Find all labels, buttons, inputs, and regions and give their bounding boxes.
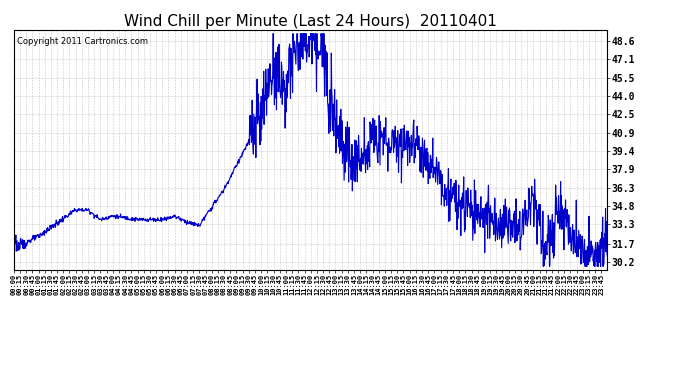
Text: Copyright 2011 Cartronics.com: Copyright 2011 Cartronics.com (17, 37, 148, 46)
Title: Wind Chill per Minute (Last 24 Hours)  20110401: Wind Chill per Minute (Last 24 Hours) 20… (124, 14, 497, 29)
